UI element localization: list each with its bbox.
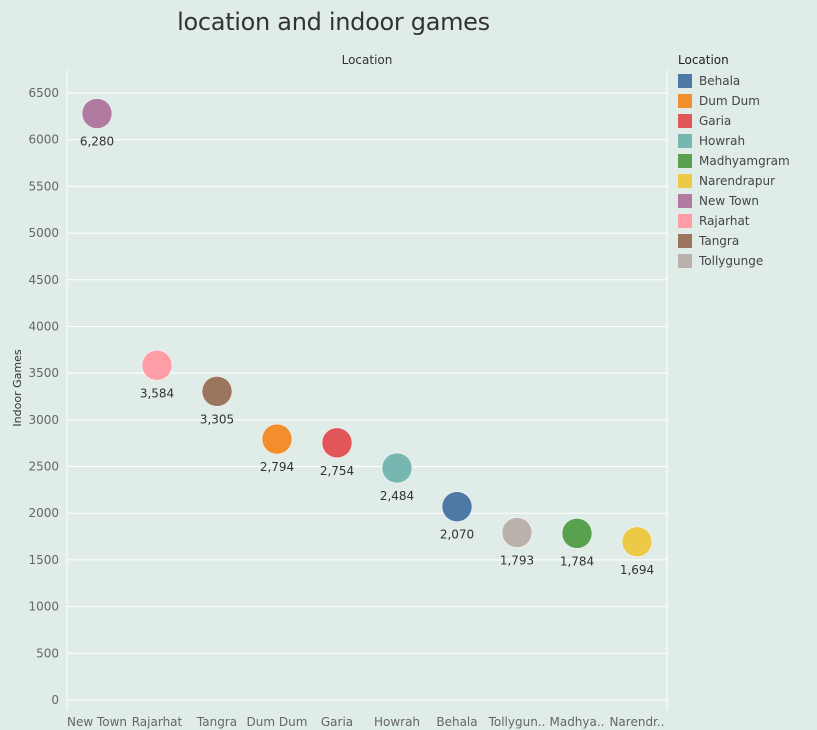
legend-label: Tollygunge bbox=[699, 254, 764, 268]
data-point bbox=[141, 350, 173, 381]
legend-label: Behala bbox=[699, 74, 741, 88]
legend-swatch bbox=[678, 114, 692, 128]
data-label: 2,754 bbox=[320, 464, 354, 478]
data-label: 2,484 bbox=[380, 489, 414, 503]
data-label: 1,784 bbox=[560, 554, 594, 568]
legend-item[interactable]: Narendrapur bbox=[678, 171, 790, 191]
data-label: 3,584 bbox=[140, 386, 174, 400]
chart-title: location and indoor games bbox=[177, 8, 490, 36]
legend-swatch bbox=[678, 214, 692, 228]
legend-swatch bbox=[678, 74, 692, 88]
data-label: 3,305 bbox=[200, 412, 234, 426]
legend-title: Location bbox=[678, 53, 729, 67]
data-label: 1,793 bbox=[500, 554, 534, 568]
data-point bbox=[321, 427, 353, 459]
legend-label: Tangra bbox=[699, 234, 740, 248]
data-point bbox=[261, 423, 293, 455]
y-tick-label: 5500 bbox=[28, 179, 59, 193]
y-tick-label: 1000 bbox=[28, 600, 59, 614]
y-tick-label: 1500 bbox=[28, 553, 59, 567]
legend-label: Rajarhat bbox=[699, 214, 750, 228]
y-tick-label: 6000 bbox=[28, 133, 59, 147]
legend-item[interactable]: Rajarhat bbox=[678, 211, 790, 231]
legend-item[interactable]: Madhyamgram bbox=[678, 151, 790, 171]
x-tick-label: Tangra bbox=[196, 715, 237, 729]
data-label: 6,280 bbox=[80, 135, 114, 149]
x-tick-label: Madhya.. bbox=[549, 715, 604, 729]
y-tick-label: 6500 bbox=[28, 86, 59, 100]
legend-label: Madhyamgram bbox=[699, 154, 790, 168]
x-tick-label: Dum Dum bbox=[247, 715, 308, 729]
y-tick-label: 0 bbox=[51, 693, 59, 707]
legend-swatch bbox=[678, 174, 692, 188]
y-tick-label: 500 bbox=[36, 646, 59, 660]
y-axis-label: Indoor Games bbox=[11, 349, 24, 426]
y-tick-label: 3000 bbox=[28, 413, 59, 427]
data-point bbox=[381, 452, 413, 484]
data-point bbox=[441, 491, 473, 522]
y-tick-label: 4000 bbox=[28, 319, 59, 333]
legend-label: Howrah bbox=[699, 134, 746, 148]
y-tick-label: 2500 bbox=[28, 460, 59, 474]
data-label: 2,070 bbox=[440, 528, 474, 542]
legend-swatch bbox=[678, 94, 692, 108]
y-tick-label: 2000 bbox=[28, 506, 59, 520]
legend-label: Garia bbox=[699, 114, 732, 128]
legend-label: Dum Dum bbox=[699, 94, 760, 108]
legend: Location Behala Dum Dum Garia Howrah Madhyam… bbox=[678, 53, 790, 271]
data-point bbox=[501, 517, 533, 548]
x-tick-label: Tollygun.. bbox=[488, 715, 546, 729]
data-point bbox=[621, 526, 653, 558]
legend-label: Narendrapur bbox=[699, 174, 776, 188]
x-tick-label: New Town bbox=[67, 715, 127, 729]
legend-swatch bbox=[678, 134, 692, 148]
column-header: Location bbox=[342, 53, 393, 67]
x-tick-label: Garia bbox=[321, 715, 353, 729]
y-tick-label: 5000 bbox=[28, 226, 59, 240]
data-point bbox=[561, 518, 593, 549]
y-tick-label: 4500 bbox=[28, 273, 59, 287]
y-tick-label: 3500 bbox=[28, 366, 59, 380]
legend-swatch bbox=[678, 254, 692, 268]
legend-item[interactable]: New Town bbox=[678, 191, 790, 211]
legend-item[interactable]: Tangra bbox=[678, 231, 790, 251]
data-point bbox=[201, 376, 233, 407]
data-label: 2,794 bbox=[260, 460, 294, 474]
legend-item[interactable]: Garia bbox=[678, 111, 790, 131]
x-tick-label: Narendr.. bbox=[609, 715, 664, 729]
x-tick-label: Behala bbox=[436, 715, 477, 729]
legend-item[interactable]: Howrah bbox=[678, 131, 790, 151]
data-point bbox=[81, 98, 113, 129]
x-tick-label: Rajarhat bbox=[132, 715, 183, 729]
legend-item[interactable]: Behala bbox=[678, 71, 790, 91]
legend-item[interactable]: Tollygunge bbox=[678, 251, 790, 271]
data-label: 1,694 bbox=[620, 563, 654, 577]
legend-swatch bbox=[678, 234, 692, 248]
legend-item[interactable]: Dum Dum bbox=[678, 91, 790, 111]
legend-label: New Town bbox=[699, 194, 760, 208]
x-tick-label: Howrah bbox=[374, 715, 420, 729]
legend-swatch bbox=[678, 194, 692, 208]
legend-swatch bbox=[678, 154, 692, 168]
